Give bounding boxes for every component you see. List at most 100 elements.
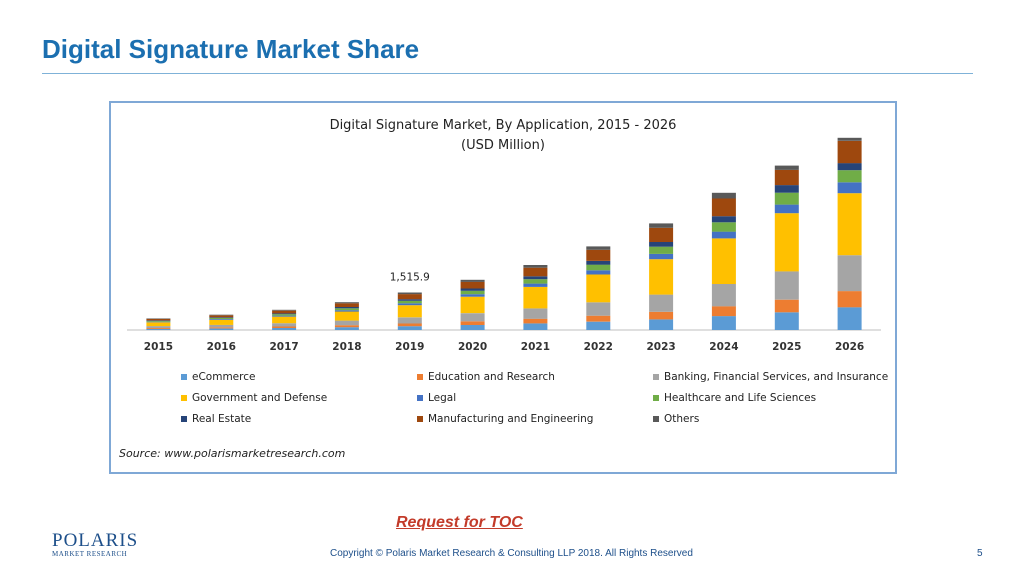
bar-segment-2016-4 bbox=[209, 319, 234, 325]
bar-segment-2015-4 bbox=[146, 322, 171, 327]
bar-segment-2024-5 bbox=[711, 231, 736, 239]
slide-title: Digital Signature Market Share bbox=[42, 34, 420, 64]
bar-segment-2016-3 bbox=[209, 324, 234, 328]
bar-segment-2019-9 bbox=[397, 292, 422, 295]
bar-segment-2017-2 bbox=[272, 326, 297, 328]
bar-segment-2026-3 bbox=[837, 255, 862, 292]
bar-segment-2021-6 bbox=[523, 279, 548, 284]
bar-segment-2023-2 bbox=[649, 311, 674, 320]
bar-segment-2017-5 bbox=[272, 315, 297, 317]
page-number: 5 bbox=[977, 548, 983, 559]
bar-segment-2024-6 bbox=[711, 222, 736, 232]
legend-swatch bbox=[181, 416, 187, 422]
bar-segment-2018-3 bbox=[334, 320, 359, 326]
bar-segment-2024-1 bbox=[711, 316, 736, 330]
bar-segment-2019-2 bbox=[397, 323, 422, 327]
bar-segment-2016-8 bbox=[209, 315, 234, 318]
bar-segment-2016-9 bbox=[209, 314, 234, 316]
x-tick-label-2017: 2017 bbox=[269, 341, 298, 353]
bar-segment-2018-5 bbox=[334, 310, 359, 312]
bar-segment-2018-4 bbox=[334, 311, 359, 321]
legend-item: eCommerce bbox=[181, 371, 255, 383]
bar-segment-2024-3 bbox=[711, 284, 736, 307]
bar-segment-2020-8 bbox=[460, 281, 485, 289]
bar-segment-2023-7 bbox=[649, 242, 674, 247]
bar-segment-2020-4 bbox=[460, 296, 485, 314]
x-tick-label-2026: 2026 bbox=[835, 341, 864, 353]
bar-segment-2019-7 bbox=[397, 299, 422, 301]
x-tick-label-2019: 2019 bbox=[395, 341, 424, 353]
bar-segment-2021-5 bbox=[523, 283, 548, 287]
bar-segment-2025-8 bbox=[774, 169, 799, 186]
bar-segment-2022-1 bbox=[586, 321, 611, 330]
bar-segment-2021-7 bbox=[523, 276, 548, 280]
bar-segment-2026-1 bbox=[837, 307, 862, 330]
legend-label: Healthcare and Life Sciences bbox=[664, 392, 817, 404]
bar-segment-2023-8 bbox=[649, 227, 674, 242]
legend-item: Real Estate bbox=[181, 413, 251, 425]
x-tick-label-2020: 2020 bbox=[458, 341, 487, 353]
bar-segment-2016-5 bbox=[209, 319, 234, 320]
bar-segment-2023-5 bbox=[649, 253, 674, 260]
bar-segment-2020-2 bbox=[460, 321, 485, 325]
x-tick-label-2016: 2016 bbox=[207, 341, 236, 353]
bar-segment-2022-4 bbox=[586, 274, 611, 303]
legend-label: Education and Research bbox=[428, 371, 555, 383]
bar-segment-2019-5 bbox=[397, 303, 422, 306]
x-tick-label-2021: 2021 bbox=[521, 341, 550, 353]
request-toc-link[interactable]: Request for TOC bbox=[396, 514, 523, 531]
bar-segment-2019-1 bbox=[397, 326, 422, 330]
legend-item: Manufacturing and Engineering bbox=[417, 413, 593, 425]
bar-segment-2020-9 bbox=[460, 279, 485, 282]
legend-swatch bbox=[653, 395, 659, 401]
bar-segment-2022-5 bbox=[586, 270, 611, 275]
bar-segment-2016-7 bbox=[209, 317, 234, 318]
bar-segment-2024-8 bbox=[711, 198, 736, 217]
bar-segment-2015-1 bbox=[146, 328, 171, 330]
bar-segment-2026-8 bbox=[837, 140, 862, 164]
bar-segment-2022-6 bbox=[586, 264, 611, 271]
legend-swatch bbox=[417, 374, 423, 380]
bar-segment-2016-2 bbox=[209, 327, 234, 329]
logo-wordmark: POLARIS bbox=[52, 530, 139, 551]
bar-segment-2021-8 bbox=[523, 267, 548, 277]
legend-label: Others bbox=[664, 413, 700, 425]
bar-segment-2026-5 bbox=[837, 182, 862, 194]
legend-swatch bbox=[181, 374, 187, 380]
bar-segment-2017-3 bbox=[272, 323, 297, 327]
legend-item: Others bbox=[653, 413, 699, 425]
bar-segment-2018-6 bbox=[334, 308, 359, 311]
bar-segment-2015-6 bbox=[146, 320, 171, 322]
legend-label: Banking, Financial Services, and Insuran… bbox=[664, 371, 889, 383]
bar-segment-2023-3 bbox=[649, 294, 674, 312]
bar-segment-2023-4 bbox=[649, 259, 674, 295]
bar-segment-2018-8 bbox=[334, 303, 359, 307]
bar-segment-2017-9 bbox=[272, 309, 297, 311]
bar-segment-2019-4 bbox=[397, 305, 422, 318]
bar-segment-2025-5 bbox=[774, 204, 799, 214]
bar-segment-2017-4 bbox=[272, 316, 297, 324]
bar-segment-2020-5 bbox=[460, 294, 485, 297]
legend-item: Banking, Financial Services, and Insuran… bbox=[653, 371, 888, 383]
bar-segment-2025-1 bbox=[774, 312, 799, 330]
bar-segment-2022-8 bbox=[586, 249, 611, 261]
bar-segment-2024-4 bbox=[711, 238, 736, 284]
chart-title: Digital Signature Market, By Application… bbox=[329, 118, 677, 133]
legend-item: Healthcare and Life Sciences bbox=[653, 392, 816, 404]
bar-segment-2022-2 bbox=[586, 315, 611, 322]
legend-swatch bbox=[417, 395, 423, 401]
bar-segment-2026-4 bbox=[837, 193, 862, 256]
logo-tagline: MARKET RESEARCH bbox=[52, 550, 128, 558]
bar-segment-2026-2 bbox=[837, 291, 862, 308]
x-tick-label-2015: 2015 bbox=[144, 341, 173, 353]
bar-segment-2015-3 bbox=[146, 326, 171, 328]
chart-frame: Digital Signature Market, By Application… bbox=[109, 101, 897, 474]
bar-segment-2018-7 bbox=[334, 307, 359, 309]
bar-segment-2019-8 bbox=[397, 294, 422, 300]
data-label-2019: 1,515.9 bbox=[390, 272, 430, 284]
bar-segment-2020-3 bbox=[460, 313, 485, 322]
copyright-text: Copyright © Polaris Market Research & Co… bbox=[330, 548, 693, 559]
bar-segment-2023-9 bbox=[649, 223, 674, 228]
bar-segment-2017-6 bbox=[272, 314, 297, 316]
bar-segment-2021-3 bbox=[523, 308, 548, 319]
